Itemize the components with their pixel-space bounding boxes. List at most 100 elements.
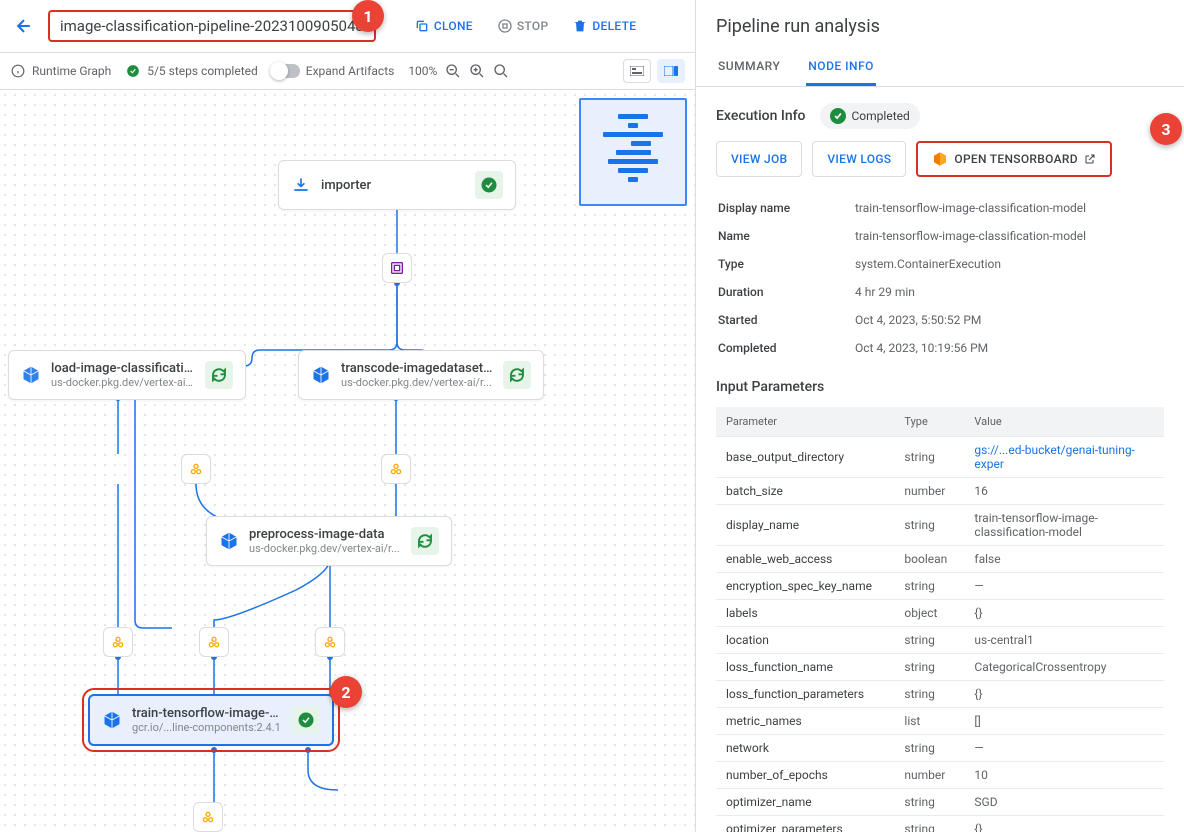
artifact-node[interactable]	[103, 627, 133, 657]
artifact-node[interactable]	[193, 802, 223, 832]
param-name: number_of_epochs	[716, 762, 894, 789]
header-bar: image-classification-pipeline-2023100905…	[0, 0, 695, 53]
view-job-button[interactable]: VIEW JOB	[716, 141, 802, 177]
param-value: us-central1	[964, 627, 1164, 654]
param-name: base_output_directory	[716, 437, 894, 478]
table-row: enable_web_access boolean false	[716, 546, 1164, 573]
param-value: false	[964, 546, 1164, 573]
node-subtitle: us-docker.pkg.dev/vertex-ai/r...	[341, 376, 493, 389]
zoom-fit-button[interactable]	[493, 63, 509, 79]
node-title: importer	[321, 178, 465, 193]
view-mode-2[interactable]	[657, 59, 685, 83]
param-type: string	[894, 627, 964, 654]
status-badge: Completed	[820, 103, 920, 129]
table-row: base_output_directory string gs://...ed-…	[716, 437, 1164, 478]
zoom-in-button[interactable]	[469, 63, 485, 79]
external-link-icon	[1084, 153, 1096, 165]
tab-node-info[interactable]: NODE INFO	[806, 49, 876, 86]
table-row: batch_size number 16	[716, 478, 1164, 505]
param-name: display_name	[716, 505, 894, 546]
param-name: location	[716, 627, 894, 654]
param-type: string	[894, 735, 964, 762]
param-type: list	[894, 708, 964, 735]
param-name: network	[716, 735, 894, 762]
param-value[interactable]: gs://...ed-bucket/genai-tuning-exper	[964, 437, 1164, 478]
stop-icon	[497, 18, 513, 34]
view-logs-button[interactable]: VIEW LOGS	[812, 141, 906, 177]
param-name: loss_function_name	[716, 654, 894, 681]
node-title: transcode-imagedataset-...	[341, 361, 493, 376]
node-load[interactable]: load-image-classificatio...us-docker.pkg…	[8, 350, 246, 400]
open-tensorboard-button[interactable]: OPEN TENSORBOARD	[916, 141, 1111, 177]
toggle-switch[interactable]	[272, 64, 300, 78]
callout-3: 3	[1150, 113, 1182, 145]
cube-icon	[21, 365, 41, 385]
node-status	[475, 171, 503, 199]
back-button[interactable]	[8, 10, 40, 42]
param-value: {}	[964, 600, 1164, 627]
table-row: loss_function_parameters string {}	[716, 681, 1164, 708]
info-icon	[10, 63, 26, 79]
param-value: —	[964, 735, 1164, 762]
graph-canvas[interactable]: importer load-image-classificatio...us-d…	[0, 90, 695, 832]
steps-status: 5/5 steps completed	[125, 63, 258, 79]
node-transcode[interactable]: transcode-imagedataset-...us-docker.pkg.…	[298, 350, 544, 400]
stop-button[interactable]: STOP	[487, 12, 559, 40]
artifact-node[interactable]	[315, 627, 345, 657]
table-row: metric_names list []	[716, 708, 1164, 735]
runtime-graph-label[interactable]: Runtime Graph	[10, 63, 111, 79]
node-subtitle: us-docker.pkg.dev/vertex-ai/r...	[249, 542, 401, 555]
param-name: labels	[716, 600, 894, 627]
subheader-bar: Runtime Graph 5/5 steps completed Expand…	[0, 53, 695, 90]
artifact-node[interactable]	[381, 454, 411, 484]
cube-icon	[311, 365, 331, 385]
param-type: number	[894, 478, 964, 505]
view-mode-1[interactable]	[623, 59, 651, 83]
node-status	[503, 361, 531, 389]
table-row: optimizer_name string SGD	[716, 789, 1164, 816]
side-panel: Pipeline run analysis SUMMARY NODE INFO …	[696, 0, 1184, 832]
param-value: []	[964, 708, 1164, 735]
artifact-node[interactable]	[181, 454, 211, 484]
param-value: SGD	[964, 789, 1164, 816]
clone-button[interactable]: CLONE	[404, 12, 483, 40]
node-train[interactable]: train-tensorflow-image-c...gcr.io/...lin…	[88, 694, 334, 746]
table-row: network string —	[716, 735, 1164, 762]
param-name: optimizer_parameters	[716, 816, 894, 832]
download-icon	[291, 175, 311, 195]
node-title: load-image-classificatio...	[51, 361, 195, 376]
node-status	[292, 706, 320, 734]
input-parameters-title: Input Parameters	[716, 379, 1164, 395]
artifact-node[interactable]	[382, 253, 412, 283]
expand-artifacts-toggle[interactable]: Expand Artifacts	[272, 64, 395, 78]
param-type: string	[894, 789, 964, 816]
param-name: metric_names	[716, 708, 894, 735]
table-row: display_name string train-tensorflow-ima…	[716, 505, 1164, 546]
param-name: optimizer_name	[716, 789, 894, 816]
node-status	[205, 361, 233, 389]
artifact-node[interactable]	[199, 627, 229, 657]
node-preprocess[interactable]: preprocess-image-dataus-docker.pkg.dev/v…	[206, 516, 452, 566]
col-value: Value	[964, 407, 1164, 437]
param-type: string	[894, 437, 964, 478]
param-name: batch_size	[716, 478, 894, 505]
zoom-out-button[interactable]	[445, 63, 461, 79]
delete-button[interactable]: DELETE	[562, 12, 646, 40]
clone-icon	[414, 18, 430, 34]
param-type: string	[894, 816, 964, 832]
tab-summary[interactable]: SUMMARY	[716, 49, 782, 86]
col-type: Type	[894, 407, 964, 437]
table-row: encryption_spec_key_name string —	[716, 573, 1164, 600]
cube-icon	[102, 710, 122, 730]
minimap[interactable]	[579, 98, 687, 206]
param-value: 10	[964, 762, 1164, 789]
node-importer[interactable]: importer	[278, 160, 516, 210]
param-value: CategoricalCrossentropy	[964, 654, 1164, 681]
callout-1: 1	[352, 0, 384, 32]
panel-title: Pipeline run analysis	[696, 0, 1184, 49]
node-title: train-tensorflow-image-c...	[132, 706, 282, 721]
param-type: string	[894, 505, 964, 546]
param-type: string	[894, 681, 964, 708]
table-row: loss_function_name string CategoricalCro…	[716, 654, 1164, 681]
node-subtitle: gcr.io/...line-components:2.4.1	[132, 721, 282, 734]
